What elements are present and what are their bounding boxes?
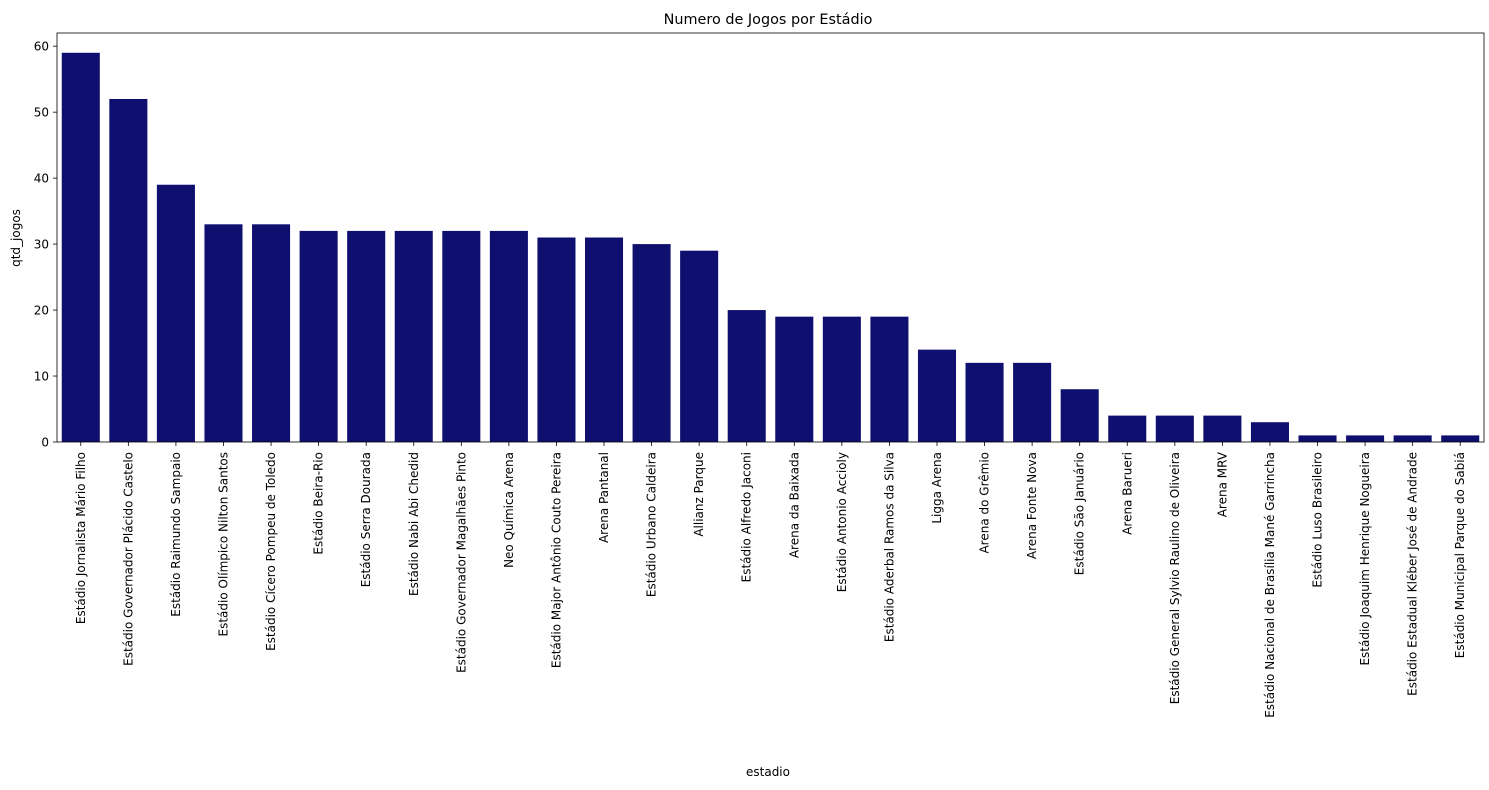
bar: [252, 224, 291, 442]
y-tick-label: 40: [34, 172, 49, 186]
bar: [1060, 389, 1099, 442]
bar: [775, 316, 814, 442]
x-tick-label: Estádio Antonio Accioly: [835, 452, 849, 592]
y-axis-title: qtd_jogos: [9, 209, 23, 267]
x-tick-label: Arena da Baixada: [787, 452, 801, 558]
bars-group: [61, 52, 1480, 443]
x-tick-label: Estádio Major Antônio Couto Pereira: [549, 452, 563, 668]
bar: [537, 237, 576, 442]
y-tick-label: 20: [34, 304, 49, 318]
x-tick-label: Neo Química Arena: [502, 452, 516, 568]
x-tick-label: Estádio Governador Magalhães Pinto: [454, 452, 468, 673]
x-tick-label: Estádio Alfredo Jaconi: [740, 452, 754, 582]
bar: [870, 316, 909, 442]
y-tick-label: 30: [34, 238, 49, 252]
bar: [1250, 422, 1289, 442]
bar: [1346, 435, 1385, 442]
plot-frame: [56, 32, 1485, 443]
bar: [584, 237, 624, 442]
x-tick-label: Estádio Municipal Parque do Sabiá: [1453, 452, 1467, 658]
x-tick-label: Estádio Olímpico Nilton Santos: [216, 452, 230, 637]
x-tick-label: Estádio Cícero Pompeu de Toledo: [264, 452, 278, 651]
bar: [1203, 415, 1242, 442]
x-tick-label: Estádio Joaquim Henrique Nogueira: [1358, 452, 1372, 666]
x-tick-label: Estádio Jornalista Mário Filho: [74, 452, 88, 624]
bar: [1013, 362, 1052, 442]
bar: [489, 230, 528, 442]
y-tick-label: 50: [34, 106, 49, 120]
bar: [109, 98, 148, 442]
x-axis-title: estadio: [746, 765, 790, 779]
bar: [1441, 435, 1480, 442]
bar: [442, 230, 481, 442]
y-tick-label: 0: [41, 436, 49, 450]
x-tick-label: Arena MRV: [1215, 451, 1229, 517]
x-tick-label: Estádio Urbano Caldeira: [645, 452, 659, 597]
x-tick-label: Arena Pantanal: [597, 452, 611, 543]
x-tick-label: Estádio Aderbal Ramos da Silva: [882, 452, 896, 642]
chart-title: Numero de Jogos por Estádio: [664, 12, 873, 28]
x-tick-label: Estádio Serra Dourada: [359, 452, 373, 587]
x-tick-label: Arena do Grêmio: [978, 452, 992, 554]
x-tick-label: Estádio Estadual Kléber José de Andrade: [1406, 452, 1420, 696]
x-tick-label: Estádio São Januário: [1073, 452, 1087, 575]
y-axis-ticks: 0 10 20 30 40 50 60: [34, 40, 57, 450]
x-tick-label: Estádio Beira-Rio: [312, 452, 326, 555]
bar: [632, 244, 671, 442]
x-tick-label: Estádio Nabi Abi Chedid: [407, 452, 421, 596]
bar: [1108, 415, 1147, 442]
x-tick-label: Estádio Luso Brasileiro: [1311, 452, 1325, 588]
bar: [1155, 415, 1194, 442]
bar: [822, 316, 861, 442]
bar: [1393, 435, 1432, 442]
bar: [156, 184, 195, 442]
bar: [299, 230, 338, 442]
y-tick-label: 10: [34, 370, 49, 384]
x-tick-label: Estádio Nacional de Brasília Mané Garrin…: [1263, 452, 1277, 718]
y-tick-label: 60: [34, 40, 49, 54]
bar: [204, 224, 243, 442]
x-tick-label: Estádio Raimundo Sampaio: [169, 452, 183, 617]
bar: [347, 230, 386, 442]
x-tick-label: Allianz Parque: [692, 452, 706, 537]
x-tick-label: Arena Fonte Nova: [1025, 452, 1039, 559]
x-tick-label: Estádio Governador Plácido Castelo: [121, 452, 135, 666]
bar: [727, 310, 766, 442]
bar: [1298, 435, 1337, 442]
bar: [61, 52, 100, 443]
x-tick-label: Arena Barueri: [1120, 452, 1134, 535]
bar: [394, 230, 433, 442]
bar: [680, 250, 719, 442]
x-tick-label: Estádio General Sylvio Raulino de Olivei…: [1168, 452, 1182, 704]
x-axis-ticks: Estádio Jornalista Mário Filho Estádio Go…: [74, 442, 1467, 718]
bar: [917, 349, 957, 442]
x-tick-label: Ligga Arena: [930, 452, 944, 524]
bar: [965, 362, 1004, 442]
